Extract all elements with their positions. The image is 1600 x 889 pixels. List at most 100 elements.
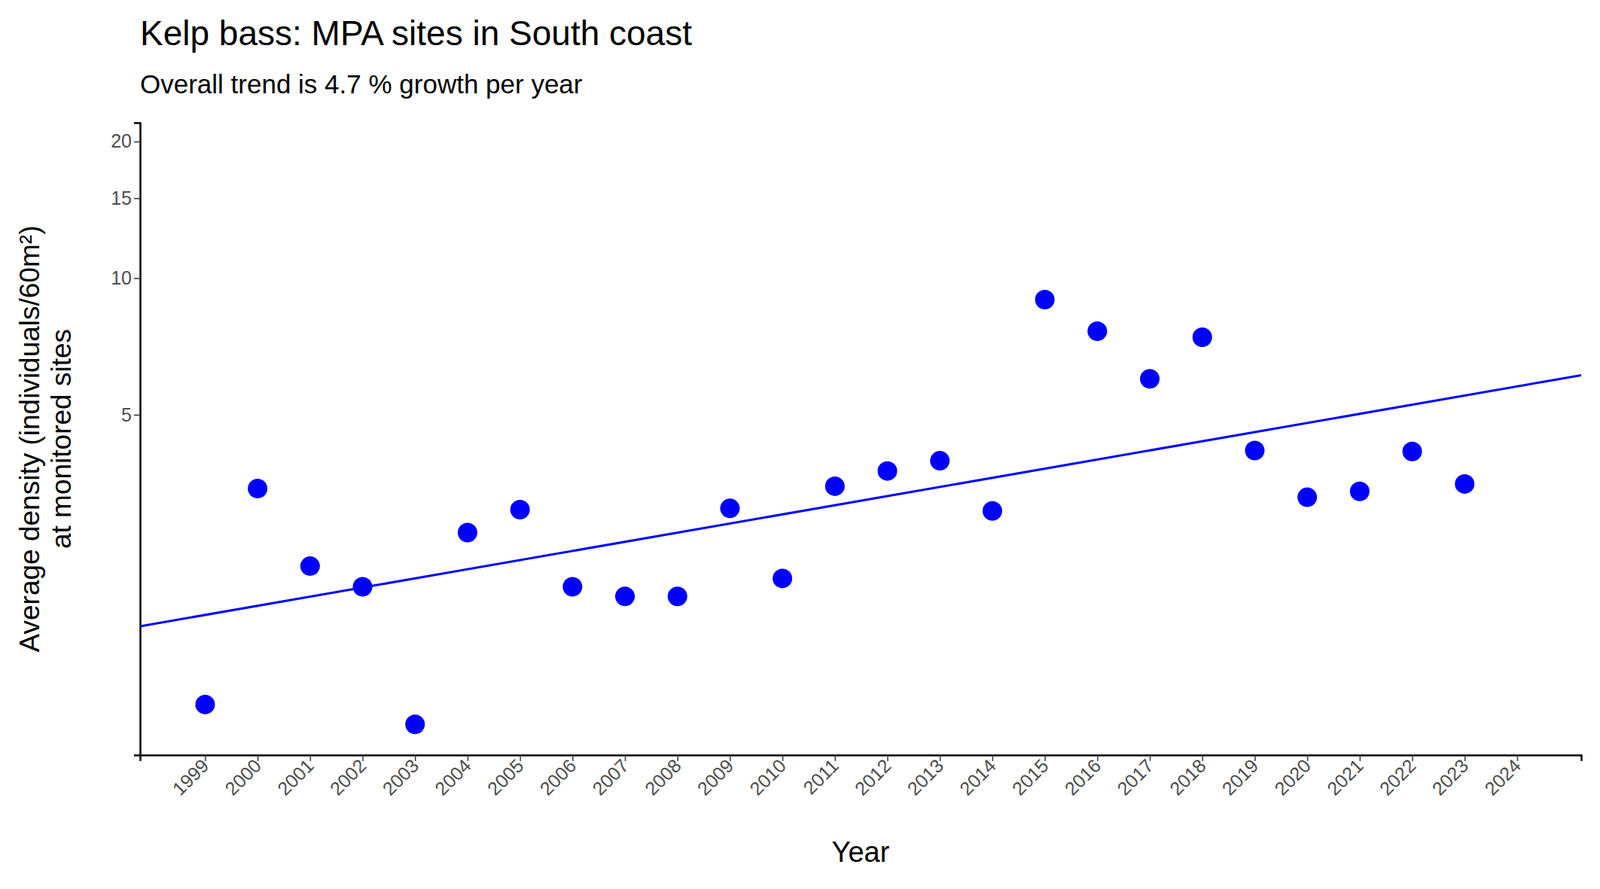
x-tick-label: 2002: [325, 755, 370, 800]
y-tick-label: 10: [110, 267, 132, 289]
x-tick-label: 2018: [1165, 755, 1210, 800]
x-tick-label: 2000: [220, 755, 266, 800]
x-tick: 2007: [588, 755, 633, 800]
point: [457, 523, 478, 543]
y-tick: 20: [110, 130, 141, 152]
y-tick: 5: [121, 404, 141, 426]
x-tick: 2022: [1374, 755, 1420, 800]
y-tick-label: 15: [110, 187, 132, 209]
y-axis-title: Average density (individuals/60m²): [14, 225, 46, 653]
y-tick-mark: [134, 198, 141, 200]
trend-line: [140, 374, 1582, 626]
x-tick-mark: [310, 755, 312, 762]
x-tick-label: 2013: [902, 755, 948, 800]
x-tick-label: 2010: [745, 755, 790, 800]
point: [877, 461, 898, 482]
x-tick-label: 2003: [377, 755, 423, 800]
point: [719, 498, 740, 519]
y-axis-title: at monitored sites: [45, 329, 77, 549]
point: [1402, 441, 1423, 462]
y-tick-mark: [134, 277, 141, 280]
y-tick: 15: [110, 187, 141, 209]
x-tick-label: 2024: [1480, 755, 1525, 800]
x-tick-label: 2005: [483, 755, 528, 800]
point: [510, 499, 531, 520]
point: [247, 478, 268, 499]
y-tick-label: 5: [121, 404, 132, 426]
x-tick-label: 2011: [798, 755, 843, 799]
x-tick-label: 2006: [535, 755, 580, 800]
x-tick-mark: [729, 755, 732, 762]
x-tick-mark: [1097, 755, 1099, 762]
x-tick-mark: [939, 755, 942, 762]
x-tick-label: 2017: [1112, 755, 1158, 800]
x-tick: 2018: [1165, 755, 1210, 800]
x-tick-mark: [835, 755, 837, 762]
x-tick-mark: [519, 755, 522, 762]
point: [1035, 289, 1055, 310]
x-tick-mark: [886, 755, 889, 762]
point: [1139, 368, 1160, 389]
point: [195, 694, 215, 715]
x-tick-label: 2004: [430, 755, 476, 800]
x-tick-mark: [1359, 755, 1362, 762]
x-axis: 1999200020012002200320042005200620072008…: [140, 755, 1582, 800]
x-tick: 2011: [798, 755, 843, 799]
x-tick-label: 2023: [1427, 755, 1472, 800]
y-axis-line: [134, 123, 141, 756]
point: [772, 568, 793, 589]
x-tick: 2003: [377, 755, 423, 800]
x-tick: 2019: [1217, 755, 1262, 800]
x-tick-label: 2016: [1060, 755, 1105, 800]
x-tick: 2012: [850, 755, 895, 800]
x-tick: 2021: [1322, 755, 1368, 800]
x-tick-label: 2007: [588, 755, 633, 800]
x-tick: 2000: [220, 755, 266, 800]
x-tick-mark: [204, 755, 207, 762]
x-tick-mark: [624, 755, 627, 762]
y-tick-mark: [134, 141, 141, 144]
x-tick-mark: [1464, 755, 1466, 762]
x-tick: 2020: [1270, 755, 1315, 800]
x-tick: 2001: [273, 755, 318, 800]
x-tick-mark: [676, 755, 679, 762]
point: [929, 451, 950, 471]
x-tick-mark: [1254, 755, 1256, 762]
x-tick-label: 2012: [850, 755, 895, 800]
x-tick: 2006: [535, 755, 580, 800]
x-tick-label: 2014: [955, 755, 1000, 800]
x-tick: 2016: [1060, 755, 1105, 800]
point: [405, 714, 425, 735]
x-tick-label: 2021: [1322, 755, 1368, 800]
y-tick-label: 20: [110, 130, 132, 152]
x-tick-mark: [1307, 755, 1309, 762]
x-tick: 2017: [1112, 755, 1158, 800]
point: [1454, 474, 1475, 494]
point: [1244, 441, 1265, 461]
x-tick-mark: [572, 755, 574, 762]
x-tick: 2023: [1427, 755, 1472, 800]
x-tick-mark: [1044, 755, 1046, 762]
x-tick: 2005: [483, 755, 528, 800]
x-tick: 2024: [1480, 755, 1525, 800]
plot-area: [140, 289, 1582, 735]
x-tick-label: 2001: [273, 755, 318, 800]
point: [1350, 481, 1370, 502]
x-tick: 2015: [1008, 755, 1053, 800]
point: [825, 476, 845, 497]
x-tick-mark: [414, 755, 417, 762]
point: [300, 556, 320, 576]
x-tick: 1999: [167, 755, 213, 800]
x-tick-label: 2008: [640, 755, 686, 800]
x-tick-mark: [1517, 755, 1519, 762]
x-tick: 2010: [745, 755, 790, 800]
point: [562, 576, 583, 597]
x-tick-label: 2022: [1374, 755, 1420, 800]
y-tick-mark: [134, 414, 141, 417]
x-tick-label: 2019: [1217, 755, 1262, 800]
x-tick-mark: [257, 755, 260, 762]
x-tick-mark: [1202, 755, 1204, 762]
x-tick-mark: [1149, 755, 1152, 762]
x-axis-title: Year: [832, 836, 890, 869]
point: [667, 586, 688, 607]
